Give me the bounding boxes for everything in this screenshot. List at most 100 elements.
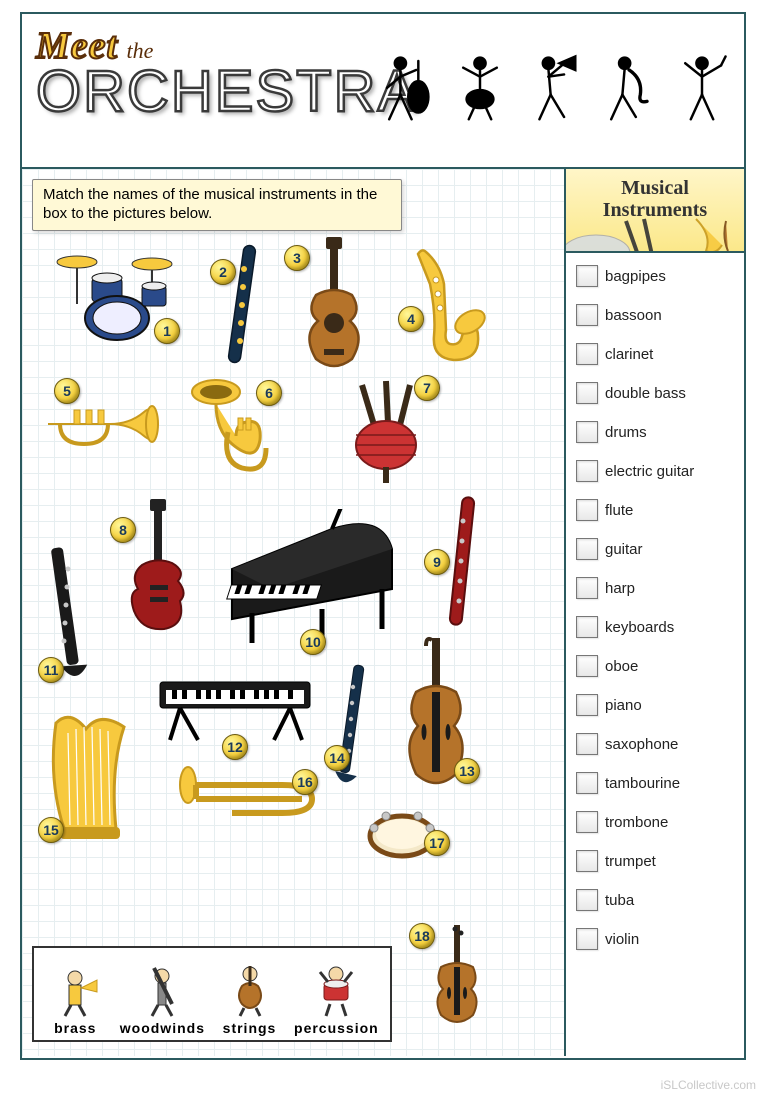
checkbox[interactable] [576,733,598,755]
check-row-tambourine: tambourine [576,772,736,794]
check-label: violin [605,931,639,948]
checkbox[interactable] [576,577,598,599]
instrument-7-bagpipes: 7 [332,377,442,492]
checkbox[interactable] [576,538,598,560]
sidebar-header-decor-icon [566,217,744,253]
checkbox[interactable] [576,655,598,677]
number-badge-11: 11 [38,657,64,683]
checkbox[interactable] [576,304,598,326]
watermark: iSLCollective.com [661,1078,756,1092]
number-badge-16: 16 [292,769,318,795]
worksheet-page: Meet the ORCHESTRA Match the names of th… [20,12,746,1060]
check-row-harp: harp [576,577,736,599]
check-label: guitar [605,541,643,558]
instrument-12-keyboards: 12 [150,664,320,749]
title-orchestra: ORCHESTRA [36,58,416,125]
family-label: woodwinds [120,1020,205,1036]
number-badge-9: 9 [424,549,450,575]
check-row-bassoon: bassoon [576,304,736,326]
instrument-14-oboe: 14 [332,659,372,794]
number-badge-1: 1 [154,318,180,344]
instrument-15-harp: 15 [40,709,140,854]
check-label: drums [605,424,647,441]
check-label: saxophone [605,736,678,753]
checkbox[interactable] [576,850,598,872]
number-badge-3: 3 [284,245,310,271]
check-row-clarinet: clarinet [576,343,736,365]
checkbox[interactable] [576,421,598,443]
number-badge-10: 10 [300,629,326,655]
check-row-violin: violin [576,928,736,950]
family-woodwinds: woodwinds [120,960,205,1036]
family-percussion: percussion [294,960,379,1036]
check-row-saxophone: saxophone [576,733,736,755]
check-label: bagpipes [605,268,666,285]
check-label: trumpet [605,853,656,870]
instrument-9-bassoon: 9 [442,491,482,636]
title: Meet the ORCHESTRA [36,24,416,125]
check-label: clarinet [605,346,653,363]
content-row: Match the names of the musical instrumen… [22,169,744,1056]
check-label: piano [605,697,642,714]
family-brass: brass [45,960,105,1036]
sidebar: Musical Instruments bagpipesbassoonclari… [566,169,744,1056]
checkbox[interactable] [576,460,598,482]
number-badge-6: 6 [256,380,282,406]
families-box: brass woodwinds strings percussion [32,946,392,1042]
family-label: percussion [294,1020,379,1036]
instrument-11-clarinet: 11 [42,539,92,694]
check-row-drums: drums [576,421,736,443]
check-label: trombone [605,814,668,831]
instrument-5-trumpet: 5 [40,384,160,469]
check-row-bagpipes: bagpipes [576,265,736,287]
checkbox[interactable] [576,499,598,521]
number-badge-8: 8 [110,517,136,543]
check-row-tuba: tuba [576,889,736,911]
check-row-guitar: guitar [576,538,736,560]
checkbox[interactable] [576,811,598,833]
instrument-6-tuba: 6 [182,374,282,489]
check-row-trumpet: trumpet [576,850,736,872]
check-label: tuba [605,892,634,909]
checkbox[interactable] [576,928,598,950]
checklist: bagpipes bassoon clarinet double bass drums e… [566,253,744,975]
instrument-4-saxophone: 4 [400,244,490,379]
instrument-18-violin: 18 [417,923,497,1038]
main-panel: Match the names of the musical instrumen… [22,169,566,1056]
instrument-16-trombone: 16 [172,759,322,844]
instrument-2-flute: 2 [222,239,262,374]
checkbox[interactable] [576,889,598,911]
checkbox[interactable] [576,382,598,404]
check-row-oboe: oboe [576,655,736,677]
checkbox[interactable] [576,616,598,638]
check-label: tambourine [605,775,680,792]
family-strings: strings [220,960,280,1036]
check-label: oboe [605,658,638,675]
number-badge-4: 4 [398,306,424,332]
checkbox[interactable] [576,694,598,716]
check-row-flute: flute [576,499,736,521]
check-row-electric-guitar: electric guitar [576,460,736,482]
check-label: flute [605,502,633,519]
sidebar-title-line1: Musical [572,177,738,199]
check-label: double bass [605,385,686,402]
number-badge-7: 7 [414,375,440,401]
number-badge-12: 12 [222,734,248,760]
instrument-17-tambourine: 17 [362,804,442,869]
stick-conductor-icon [674,54,730,124]
check-row-trombone: trombone [576,811,736,833]
instrument-13-double-bass: 13 [392,634,482,799]
number-badge-13: 13 [454,758,480,784]
check-row-keyboards: keyboards [576,616,736,638]
check-label: bassoon [605,307,662,324]
stick-figures-row [378,54,730,124]
checkbox[interactable] [576,343,598,365]
checkbox[interactable] [576,772,598,794]
instrument-8-electric-guitar: 8 [124,497,194,642]
header: Meet the ORCHESTRA [22,14,744,169]
check-label: electric guitar [605,463,694,480]
checkbox[interactable] [576,265,598,287]
number-badge-5: 5 [54,378,80,404]
family-label: brass [54,1020,96,1036]
number-badge-17: 17 [424,830,450,856]
